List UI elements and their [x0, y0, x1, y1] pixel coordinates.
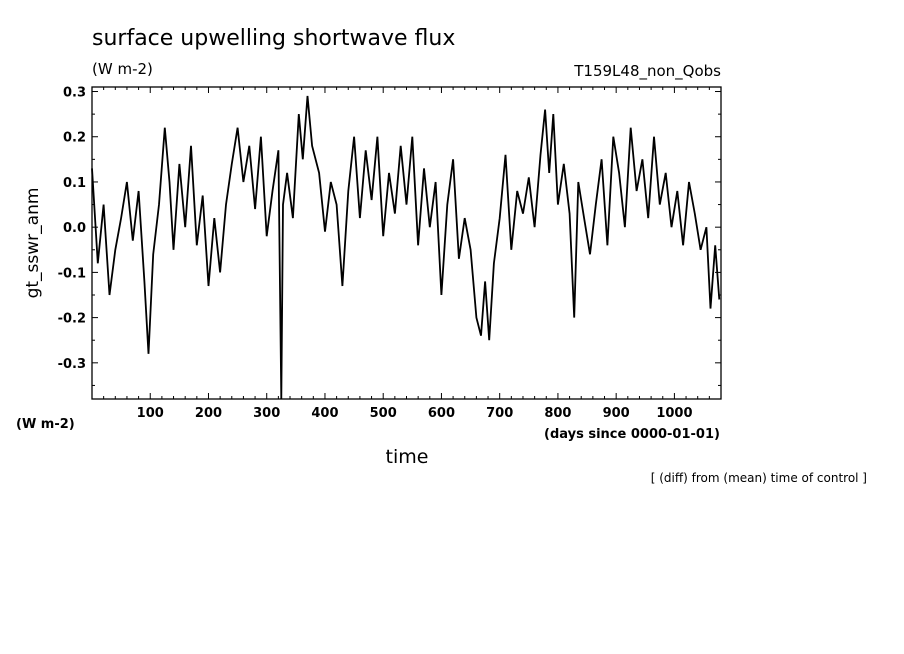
y-tick-label: -0.3 — [58, 357, 86, 372]
units-label: (W m-2) — [92, 60, 153, 78]
x-tick-label: 800 — [544, 406, 571, 421]
x-tick-label: 1000 — [656, 406, 692, 421]
x-tick-label: 400 — [311, 406, 338, 421]
series-line — [91, 95, 721, 400]
tick-marks — [92, 87, 721, 399]
plot-area — [91, 86, 722, 400]
y-tick-labels: 0.3 0.2 0.1 0.0 -0.1 -0.2 -0.3 — [58, 86, 86, 372]
x-tick-label: 300 — [253, 406, 280, 421]
y-tick-label: 0.1 — [63, 176, 86, 191]
y-tick-label: -0.2 — [58, 312, 86, 327]
x-tick-label: 600 — [428, 406, 455, 421]
x-tick-label: 500 — [370, 406, 397, 421]
x-tick-label: 900 — [603, 406, 630, 421]
x-tick-label: 700 — [486, 406, 513, 421]
dataset-label: T159L48_non_Qobs — [573, 62, 721, 81]
diff-note: [ (diff) from (mean) time of control ] — [651, 471, 867, 485]
y-tick-label: 0.2 — [63, 131, 86, 146]
x-tick-label: 200 — [195, 406, 222, 421]
y-tick-label: -0.1 — [58, 266, 86, 281]
chart-title: surface upwelling shortwave flux — [92, 26, 455, 51]
y-units-label: (W m-2) — [16, 417, 75, 432]
y-tick-label: 0.0 — [63, 221, 86, 236]
y-tick-label: 0.3 — [63, 86, 86, 101]
x-tick-label: 100 — [137, 406, 164, 421]
plot-frame — [91, 86, 722, 400]
x-tick-labels: 100 200 300 400 500 600 700 800 900 1000 — [137, 406, 693, 421]
series-layer — [91, 95, 721, 400]
y-axis-label: gt_sswr_anm — [23, 188, 43, 299]
x-axis-label: time — [386, 446, 429, 468]
x-units-label: (days since 0000-01-01) — [544, 427, 720, 442]
